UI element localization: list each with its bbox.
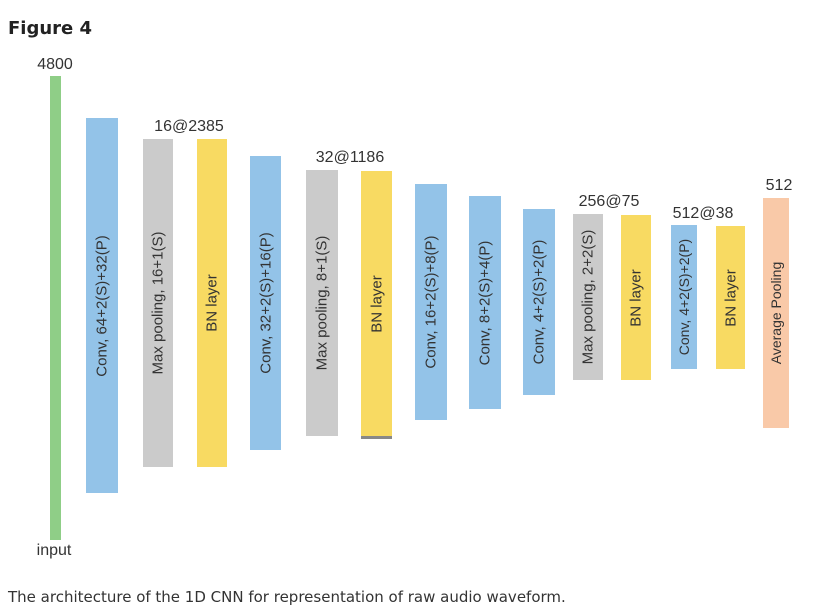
- layer-label: Conv, 64+2(S)+32(P): [93, 234, 111, 377]
- layer-label: Max pooling, 2+2(S): [579, 229, 597, 365]
- layer-label: BN layer: [627, 268, 645, 327]
- dim-label-256-75: 256@75: [578, 193, 640, 210]
- layer-label: Conv, 8+2(S)+4(P): [476, 240, 494, 365]
- layer-label: Conv, 4+2(S)+2(P): [676, 238, 692, 356]
- layer-bar-pool: Max pooling, 2+2(S): [573, 214, 603, 380]
- layer-bar-bn: BN layer: [197, 139, 227, 467]
- layer-bar-conv: Conv, 64+2(S)+32(P): [86, 118, 118, 493]
- output-size-label: 512: [765, 177, 793, 194]
- layer-bar-conv: Conv, 4+2(S)+2(P): [523, 209, 555, 395]
- layer-bar-bn: BN layer: [361, 171, 392, 439]
- layer-label: Conv, 32+2(S)+16(P): [257, 232, 274, 374]
- layer-bar-avg: Average Pooling: [763, 198, 789, 428]
- figure-title: Figure 4: [8, 18, 93, 39]
- layer-bar-bn: BN layer: [621, 215, 651, 380]
- layer-label: Conv, 16+2(S)+8(P): [422, 235, 440, 369]
- layer-label: Average Pooling: [768, 261, 784, 365]
- layer-bar-bn: BN layer: [716, 226, 745, 369]
- input-size-label: 4800: [37, 56, 73, 73]
- layer-bar-pool: Max pooling, 8+1(S): [306, 170, 338, 436]
- layer-bar-conv: Conv, 32+2(S)+16(P): [250, 156, 281, 450]
- layer-bar-input: [50, 76, 61, 540]
- layer-bar-pool: Max pooling, 16+1(S): [143, 139, 173, 467]
- layer-bar-conv: Conv, 16+2(S)+8(P): [415, 184, 447, 420]
- dim-label-16-2385: 16@2385: [154, 118, 224, 135]
- input-label: input: [36, 542, 72, 559]
- dim-label-512-38: 512@38: [672, 205, 734, 222]
- layer-label: Max pooling, 8+1(S): [313, 235, 331, 371]
- layer-label: BN layer: [368, 274, 385, 333]
- figure-caption: The architecture of the 1D CNN for repre…: [8, 588, 566, 606]
- layer-bar-conv: Conv, 8+2(S)+4(P): [469, 196, 501, 409]
- dim-label-32-1186: 32@1186: [315, 149, 385, 166]
- layer-label: BN layer: [722, 268, 739, 327]
- layer-label: BN layer: [203, 274, 221, 332]
- layer-bar-conv: Conv, 4+2(S)+2(P): [671, 225, 697, 369]
- layer-label: Conv, 4+2(S)+2(P): [530, 239, 548, 365]
- layer-label: Max pooling, 16+1(S): [149, 231, 167, 375]
